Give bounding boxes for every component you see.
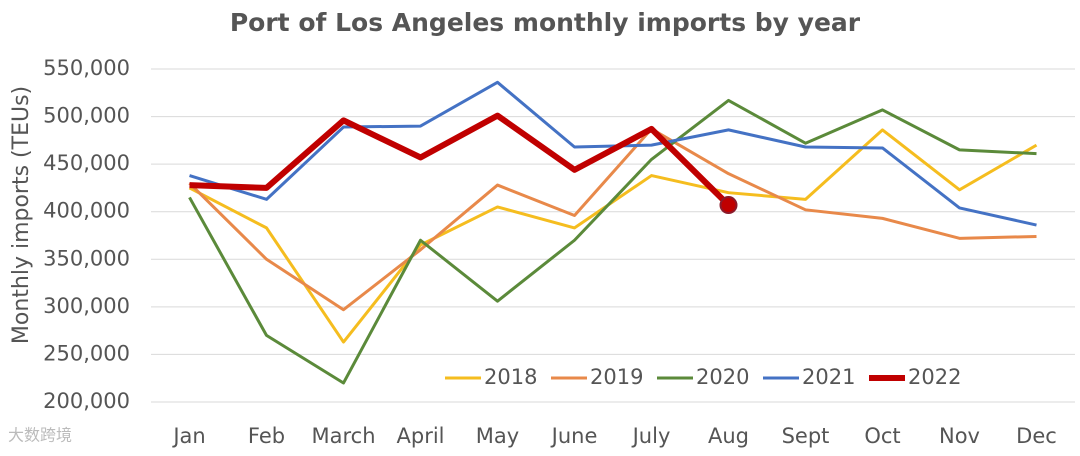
- legend-label: 2019: [590, 365, 643, 389]
- x-tick-label: Oct: [864, 424, 900, 448]
- series-line: [189, 80, 1037, 227]
- y-tick-label: 450,000: [43, 151, 130, 175]
- x-tick-label: Dec: [1016, 424, 1057, 448]
- x-tick-label: July: [631, 424, 671, 448]
- series-line: [189, 112, 731, 208]
- y-tick-label: 550,000: [43, 56, 130, 80]
- x-tick-label: Sept: [782, 424, 830, 448]
- y-tick-label: 300,000: [43, 294, 130, 318]
- series-line: [188, 128, 1038, 344]
- x-tick-label: Feb: [248, 424, 285, 448]
- legend-label: 2021: [802, 365, 855, 389]
- x-tick-label: March: [311, 424, 375, 448]
- series-line: [188, 127, 1037, 312]
- legend-label: 2022: [908, 365, 961, 389]
- series-line: [188, 98, 1037, 385]
- y-tick-label: 350,000: [43, 246, 130, 270]
- y-tick-label: 200,000: [43, 389, 130, 413]
- x-tick-label: Aug: [708, 424, 749, 448]
- chart-title: Port of Los Angeles monthly imports by y…: [230, 8, 861, 37]
- x-tick-label: Nov: [939, 424, 980, 448]
- x-tick-label: April: [397, 424, 445, 448]
- y-tick-label: 250,000: [43, 341, 130, 365]
- legend-label: 2018: [484, 365, 537, 389]
- legend-label: 2020: [696, 365, 749, 389]
- end-marker: [719, 196, 738, 215]
- y-tick-label: 500,000: [43, 104, 130, 128]
- x-tick-label: Jan: [171, 424, 205, 448]
- watermark: 大数跨境: [8, 426, 72, 445]
- x-tick-label: June: [550, 424, 598, 448]
- x-tick-label: May: [476, 424, 519, 448]
- y-tick-label: 400,000: [43, 199, 130, 223]
- y-axis-title: Monthly imports (TEUs): [9, 86, 34, 344]
